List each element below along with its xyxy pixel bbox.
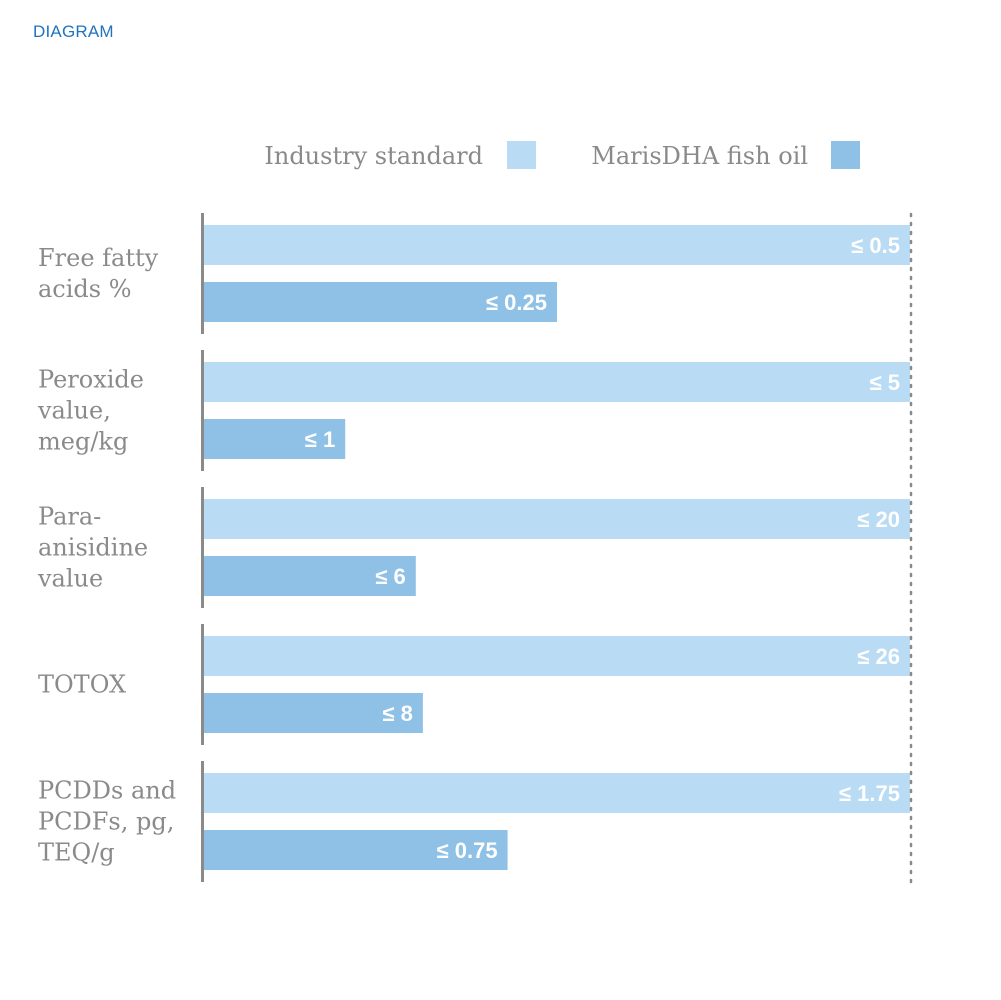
category-label: TOTOX <box>38 671 126 699</box>
bar-marisdha <box>204 556 416 596</box>
legend-swatch-marisdha <box>831 141 860 169</box>
bar-value-label: ≤ 6 <box>375 564 405 589</box>
bar-marisdha <box>204 830 508 870</box>
bar-value-label: ≤ 1.75 <box>839 781 900 806</box>
chart-row: Para-anisidine value ≤ 20 ≤ 6 <box>37 487 910 608</box>
chart-row: PCDDs and PCDFs, pg, TEQ/g ≤ 1.75 ≤ 0.75 <box>38 761 910 882</box>
bar-value-label: ≤ 0.75 <box>437 838 498 863</box>
chart-row: Free fatty acids % ≤ 0.5 ≤ 0.25 <box>38 213 910 334</box>
bar-value-label: ≤ 5 <box>870 370 900 395</box>
category-label: Para-anisidine value <box>37 503 148 593</box>
bar-marisdha <box>204 693 423 733</box>
bar-industry-standard <box>204 499 910 539</box>
legend-label-marisdha: MarisDHA fish oil <box>591 142 808 170</box>
bar-value-label: ≤ 26 <box>857 644 900 669</box>
bar-industry-standard <box>204 773 910 813</box>
category-label: PCDDs and PCDFs, pg, TEQ/g <box>38 777 176 867</box>
legend-swatch-industry-standard <box>507 141 536 169</box>
bar-value-label: ≤ 1 <box>305 427 335 452</box>
bar-value-label: ≤ 0.25 <box>486 290 547 315</box>
chart-row: Peroxide value, meg/kg ≤ 5 ≤ 1 <box>37 350 910 471</box>
bar-industry-standard <box>204 225 910 265</box>
chart-row: TOTOX ≤ 26 ≤ 8 <box>38 624 910 745</box>
bar-value-label: ≤ 0.5 <box>851 233 900 258</box>
legend-label-industry-standard: Industry standard <box>264 142 483 170</box>
chart-rows: Free fatty acids % ≤ 0.5 ≤ 0.25 Peroxide valu… <box>37 213 910 882</box>
bar-industry-standard <box>204 636 910 676</box>
category-label: Free fatty acids % <box>38 244 159 303</box>
bar-value-label: ≤ 20 <box>857 507 900 532</box>
category-label: Peroxide value, meg/kg <box>37 366 144 456</box>
bar-marisdha <box>204 419 346 459</box>
bar-industry-standard <box>204 362 910 402</box>
diagram-header-label: DIAGRAM <box>33 22 114 41</box>
bar-value-label: ≤ 8 <box>382 701 412 726</box>
chart-legend: Industry standard MarisDHA fish oil <box>264 141 860 170</box>
bar-marisdha <box>204 282 557 322</box>
